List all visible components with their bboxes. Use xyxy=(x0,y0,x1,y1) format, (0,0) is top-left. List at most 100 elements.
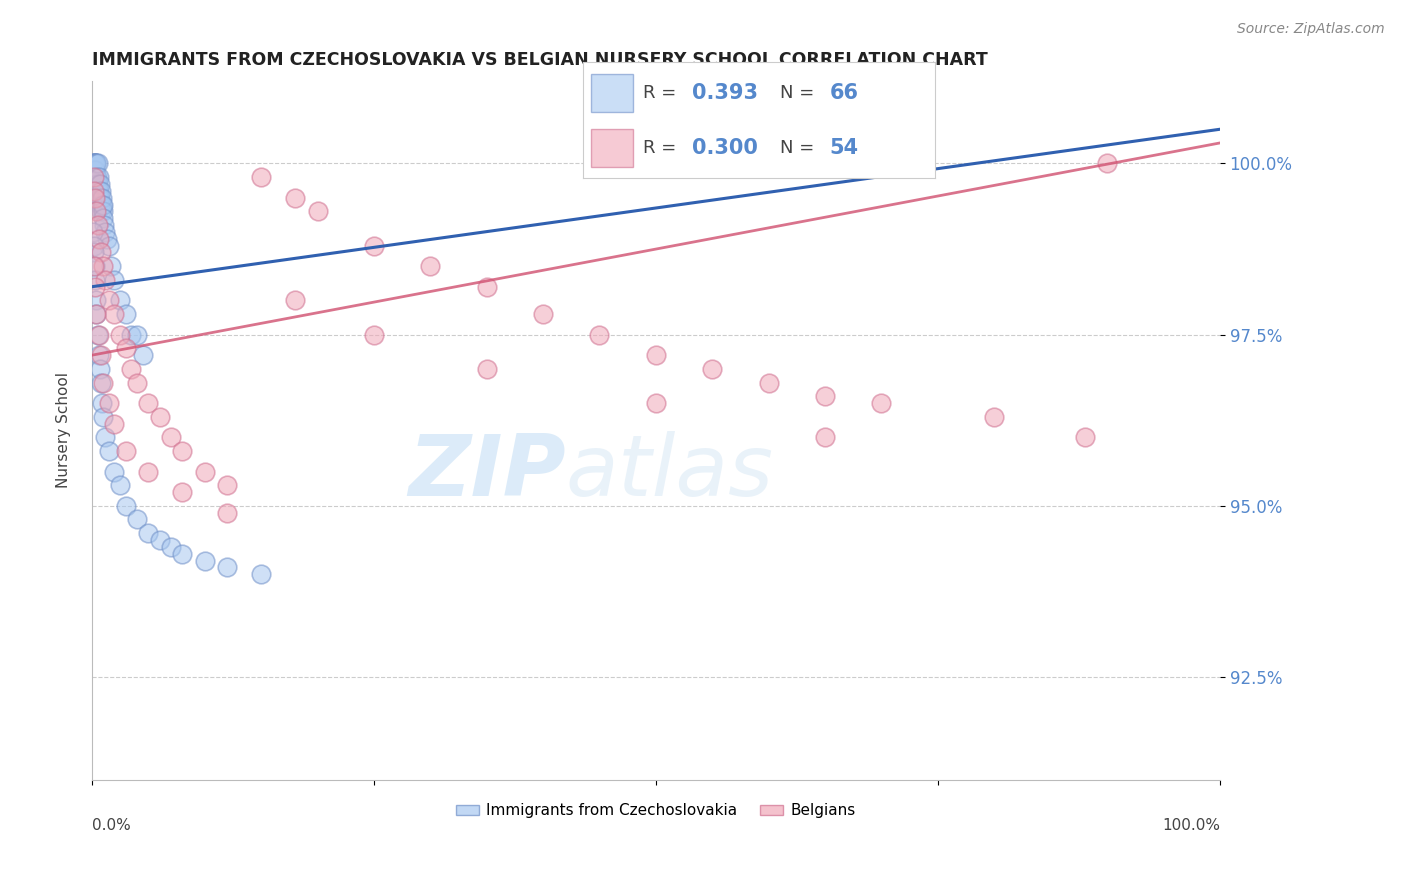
Text: IMMIGRANTS FROM CZECHOSLOVAKIA VS BELGIAN NURSERY SCHOOL CORRELATION CHART: IMMIGRANTS FROM CZECHOSLOVAKIA VS BELGIA… xyxy=(91,51,987,69)
Point xyxy=(89,177,111,191)
Legend: Immigrants from Czechoslovakia, Belgians: Immigrants from Czechoslovakia, Belgians xyxy=(450,797,862,824)
Point xyxy=(94,430,117,444)
Point xyxy=(83,156,105,170)
Point xyxy=(136,396,159,410)
Point xyxy=(588,327,610,342)
Point xyxy=(108,293,131,308)
Text: Source: ZipAtlas.com: Source: ZipAtlas.com xyxy=(1237,22,1385,37)
Point xyxy=(96,232,118,246)
Bar xyxy=(591,74,633,112)
Text: 54: 54 xyxy=(830,137,859,158)
Point xyxy=(250,567,273,582)
Point xyxy=(120,327,142,342)
Point xyxy=(1095,156,1118,170)
Point xyxy=(644,396,666,410)
Point xyxy=(114,342,136,356)
Point xyxy=(83,156,105,170)
Point xyxy=(172,485,194,500)
Point xyxy=(120,362,142,376)
Point xyxy=(83,170,105,185)
Point xyxy=(870,396,893,410)
Point xyxy=(217,506,239,520)
Point xyxy=(131,348,153,362)
Point xyxy=(83,163,105,178)
Point xyxy=(90,245,112,260)
Point xyxy=(91,204,114,219)
Point xyxy=(86,177,108,191)
Point xyxy=(125,327,148,342)
Point xyxy=(83,259,105,273)
Point xyxy=(125,512,148,526)
Point xyxy=(136,526,159,541)
Point xyxy=(83,184,105,198)
Point xyxy=(90,376,112,390)
Point xyxy=(87,170,110,185)
Point xyxy=(90,348,112,362)
Point xyxy=(94,273,117,287)
Point xyxy=(363,327,385,342)
Point xyxy=(84,279,107,293)
Point xyxy=(136,465,159,479)
Point xyxy=(149,533,172,547)
Point xyxy=(87,191,110,205)
Point xyxy=(86,156,108,170)
Point xyxy=(91,396,114,410)
Point xyxy=(84,156,107,170)
Point xyxy=(108,327,131,342)
Point xyxy=(97,444,120,458)
Point xyxy=(93,218,115,232)
Point xyxy=(91,191,114,205)
Point xyxy=(84,156,107,170)
Point xyxy=(84,273,107,287)
Point xyxy=(82,225,104,239)
Point xyxy=(83,156,105,170)
Text: 100.0%: 100.0% xyxy=(1161,818,1220,833)
Point xyxy=(250,170,273,185)
Point xyxy=(475,279,498,293)
Point xyxy=(86,307,108,321)
Point xyxy=(86,307,108,321)
Point xyxy=(83,245,105,260)
Point xyxy=(84,191,107,205)
Point xyxy=(475,362,498,376)
Point xyxy=(125,376,148,390)
Point xyxy=(87,327,110,342)
Point xyxy=(91,197,114,211)
Point xyxy=(91,376,114,390)
Point xyxy=(97,238,120,252)
Point xyxy=(531,307,554,321)
Point xyxy=(86,218,108,232)
Text: ZIP: ZIP xyxy=(408,431,565,514)
Point xyxy=(217,560,239,574)
Point xyxy=(419,259,441,273)
Point xyxy=(89,184,111,198)
Point xyxy=(90,204,112,219)
Point xyxy=(307,204,329,219)
Text: 0.300: 0.300 xyxy=(693,137,758,158)
Point xyxy=(103,417,125,431)
Point xyxy=(86,327,108,342)
Point xyxy=(114,444,136,458)
Point xyxy=(284,191,307,205)
Point xyxy=(758,376,780,390)
Point xyxy=(100,259,122,273)
Bar xyxy=(591,128,633,167)
Point xyxy=(97,293,120,308)
Point xyxy=(86,170,108,185)
Point xyxy=(194,465,217,479)
Point xyxy=(149,409,172,424)
Point xyxy=(83,170,105,185)
Point xyxy=(82,156,104,170)
Point xyxy=(217,478,239,492)
Text: R =: R = xyxy=(644,84,682,103)
Point xyxy=(814,389,837,403)
Point xyxy=(83,259,105,273)
Point xyxy=(91,259,114,273)
Point xyxy=(160,430,183,444)
Point xyxy=(172,547,194,561)
Point xyxy=(814,430,837,444)
Point xyxy=(114,499,136,513)
Point xyxy=(84,293,107,308)
Text: atlas: atlas xyxy=(565,431,773,514)
Text: N =: N = xyxy=(780,84,820,103)
